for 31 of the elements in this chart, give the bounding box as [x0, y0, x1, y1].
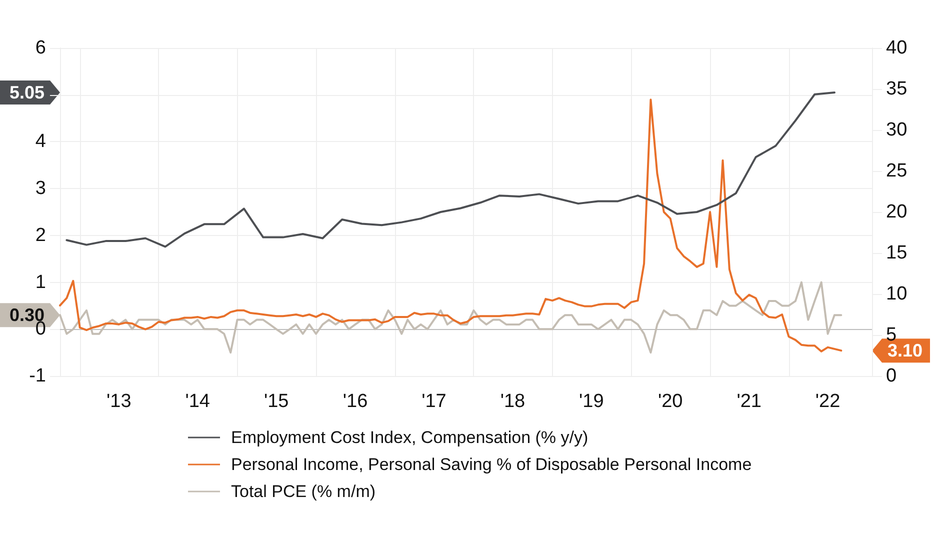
y2-tick-label: 35	[886, 78, 908, 100]
y2-tick-label: 30	[886, 120, 908, 140]
y2-tick-label: 0	[886, 366, 897, 386]
x-tick-label: '13	[106, 391, 132, 412]
x-tick-label: '17	[422, 391, 446, 412]
x-tick-label: '16	[342, 391, 368, 412]
x-tick-label: '20	[658, 391, 683, 412]
text: 5.05	[9, 82, 45, 103]
x-tick-label: '19	[579, 391, 604, 412]
y2-tick-label: 15	[886, 242, 908, 264]
legend-label: Personal Income, Personal Saving % of Disposable Personal Income	[231, 455, 752, 474]
y2-tick-label: 10	[886, 284, 908, 304]
y2-tick-label: 20	[886, 202, 908, 222]
y-tick-label: 6	[35, 38, 46, 58]
y-tick-label: 1	[35, 272, 46, 293]
y2-tick-label: 40	[886, 38, 908, 58]
x-tick-label: '22	[815, 391, 840, 412]
text: 3.10	[887, 340, 923, 361]
x-tick-label: '14	[185, 391, 210, 412]
x-tick-label: '15	[264, 391, 289, 412]
y-tick-label: -1	[29, 366, 46, 386]
legend-label: Employment Cost Index, Compensation (% y/y)	[231, 428, 588, 447]
x-tick-label: '21	[736, 391, 762, 412]
y2-tick-label: 25	[886, 160, 908, 182]
line-series	[66, 92, 836, 248]
x-tick-label: '18	[500, 391, 526, 412]
y-tick-label: 4	[35, 131, 46, 152]
y-tick-label: 2	[35, 224, 46, 246]
legend-label: Total PCE (% m/m)	[231, 482, 376, 501]
line-series	[59, 98, 842, 352]
y-tick-label: 3	[35, 178, 46, 200]
